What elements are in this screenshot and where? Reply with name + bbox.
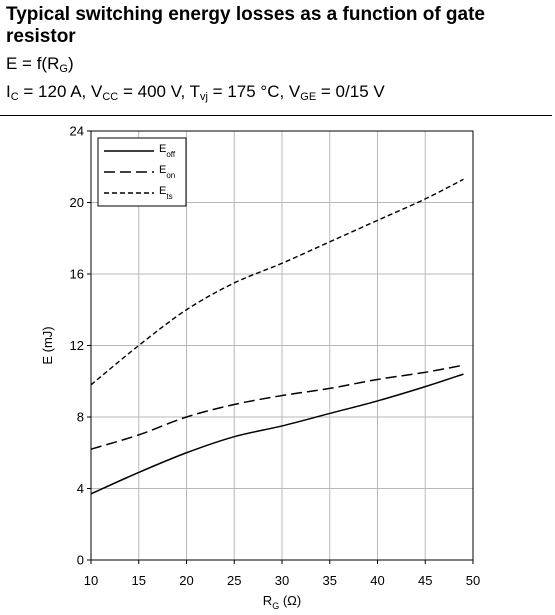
y-tick-label: 8 — [77, 410, 84, 425]
legend-label-main: E — [159, 185, 166, 197]
legend-label-main: E — [159, 164, 166, 176]
y-tick-label: 16 — [70, 267, 84, 282]
y-tick-label: 4 — [77, 481, 84, 496]
y-tick-label: 12 — [70, 338, 84, 353]
series-line-off — [90, 373, 464, 495]
test-conditions-part: GE — [300, 91, 317, 103]
test-conditions-part: = 120 A, V — [18, 82, 103, 101]
y-axis-label: E (mJ) — [40, 326, 55, 364]
x-axis-label-unit: (Ω) — [279, 593, 301, 608]
y-tick-label: 0 — [77, 553, 84, 568]
x-axis-label-main: R — [263, 593, 272, 608]
chart-title: Typical switching energy losses as a fun… — [6, 4, 485, 47]
test-conditions: IC = 120 A, VCC = 400 V, Tvj = 175 °C, V… — [6, 82, 551, 103]
x-tick-label: 50 — [466, 573, 480, 588]
y-tick-label: 24 — [70, 124, 84, 139]
y-tick-label: 20 — [70, 195, 84, 210]
test-conditions-part: = 400 V, T — [118, 82, 200, 101]
chart-header: Typical switching energy losses as a fun… — [6, 4, 551, 103]
series-line-ts — [90, 178, 464, 386]
legend-label-on: Eon — [159, 164, 175, 180]
x-tick-label: 45 — [418, 573, 432, 588]
test-conditions-part: I — [6, 82, 11, 101]
test-conditions-part: CC — [102, 91, 119, 103]
test-conditions-part: vj — [200, 91, 208, 103]
function-equation-sub: G — [59, 63, 68, 75]
legend-label-sub: on — [166, 171, 175, 180]
x-tick-label: 25 — [227, 573, 241, 588]
legend-label-off: Eoff — [159, 143, 176, 159]
x-axis-label: RG (Ω) — [263, 593, 301, 611]
legend-label-sub: off — [166, 150, 176, 159]
test-conditions-part: = 175 °C, V — [207, 82, 301, 101]
x-tick-label: 15 — [132, 573, 146, 588]
x-tick-label: 20 — [179, 573, 193, 588]
x-tick-label: 10 — [84, 573, 98, 588]
x-axis-label-sub: G — [272, 601, 279, 611]
function-equation-pre: E = f(R — [6, 54, 60, 73]
x-tick-label: 35 — [323, 573, 337, 588]
test-conditions-part: C — [10, 91, 19, 103]
legend-label-ts: Ets — [159, 185, 173, 201]
x-tick-label: 30 — [275, 573, 289, 588]
legend-label-sub: ts — [166, 192, 172, 201]
series-line-on — [90, 364, 464, 450]
function-equation: E = f(RG) — [6, 54, 551, 75]
function-equation-post: ) — [67, 54, 74, 73]
header-divider — [0, 115, 552, 116]
x-tick-label: 40 — [370, 573, 384, 588]
test-conditions-part: = 0/15 V — [316, 82, 385, 101]
legend-label-main: E — [159, 143, 166, 155]
